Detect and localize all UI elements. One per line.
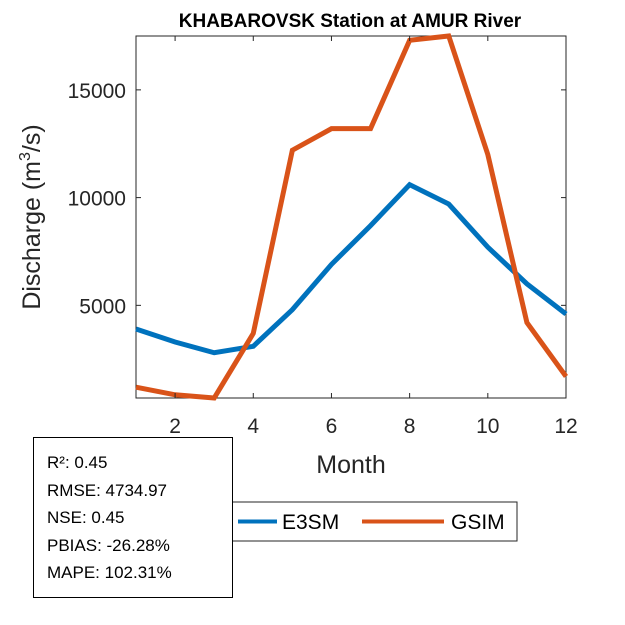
y-tick-label: 5000 (79, 295, 126, 318)
stats-box: R²: 0.45 RMSE: 4734.97 NSE: 0.45 PBIAS: … (33, 437, 233, 598)
stat-nse: NSE: 0.45 (47, 508, 125, 527)
x-tick-label: 12 (554, 415, 577, 438)
legend-label-e3sm: E3SM (282, 511, 339, 534)
stat-mape: MAPE: 102.31% (47, 563, 172, 582)
y-tick-label: 10000 (68, 188, 126, 211)
y-axis-label-main: Discharge (m (18, 161, 46, 310)
x-tick-label: 10 (476, 415, 499, 438)
legend: E3SM GSIM (231, 501, 518, 542)
stat-rmse: RMSE: 4734.97 (47, 480, 168, 500)
legend-label-gsim: GSIM (451, 511, 505, 534)
x-tick-label: 2 (169, 415, 181, 438)
y-axis-label: Discharge (m3/s) (17, 124, 46, 309)
x-tick-label: 4 (247, 415, 259, 438)
stat-r2: R²: 0.45 (47, 453, 108, 472)
x-tick-label: 6 (326, 415, 338, 438)
x-tick-label: 8 (404, 415, 416, 438)
ticks-layer: 2 4 6 8 10 12 5000 10000 15000 (68, 36, 578, 438)
series-layer (135, 33, 569, 401)
plot-area (135, 35, 567, 399)
y-axis-label-superscript: 3 (17, 152, 34, 161)
series-line-gsim (135, 33, 569, 401)
stat-pbias: PBIAS: -26.28% (47, 535, 170, 555)
series-line-e3sm (135, 181, 568, 356)
y-axis-label-tail: /s) (18, 124, 46, 152)
x-axis-label: Month (316, 451, 385, 479)
y-tick-label: 15000 (68, 80, 126, 103)
chart-title: KHABAROVSK Station at AMUR River (179, 11, 522, 32)
